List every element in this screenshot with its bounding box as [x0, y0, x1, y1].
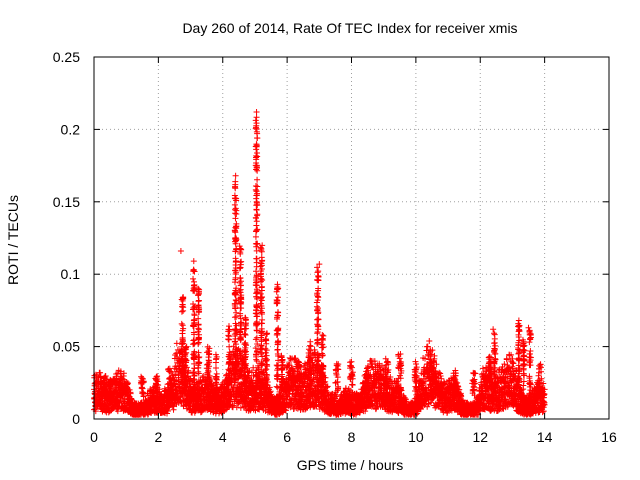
data-point [114, 370, 121, 377]
data-point [116, 399, 123, 406]
data-point [172, 371, 179, 378]
data-point [113, 373, 120, 380]
points-layer [91, 109, 548, 418]
data-point [164, 410, 171, 417]
data-point [176, 394, 183, 401]
data-point [117, 395, 124, 401]
data-point [173, 340, 180, 347]
data-point [174, 353, 181, 360]
data-point [105, 404, 112, 411]
data-point [120, 370, 127, 377]
grid-layer [94, 57, 609, 419]
data-point [119, 375, 126, 382]
data-point [97, 369, 104, 376]
